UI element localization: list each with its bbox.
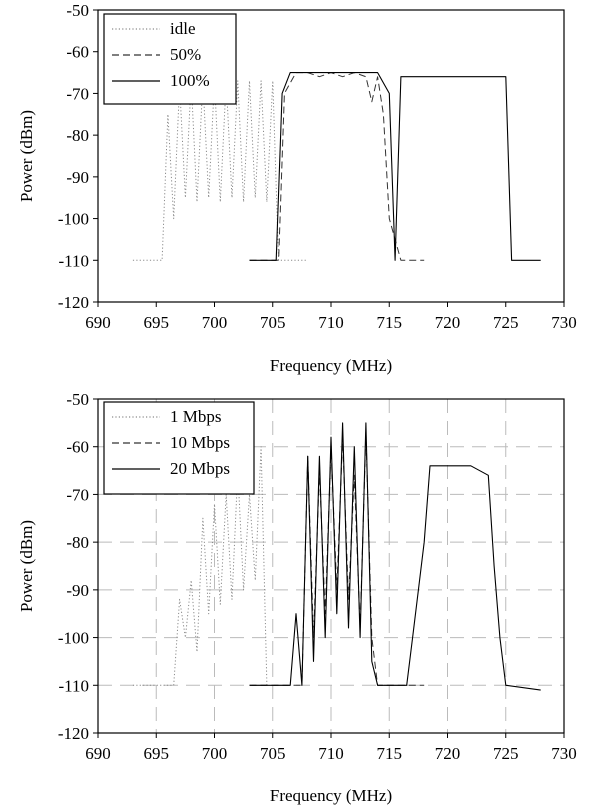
chart-1: 690 695 700 705 710 715 720 725 730 -50 -60 -70 -80 -…	[17, 1, 577, 375]
series-line	[132, 446, 268, 686]
legend-label: 20 Mbps	[170, 459, 230, 478]
x-tick-label: 715	[377, 313, 403, 332]
x-tick-label: 725	[493, 313, 519, 332]
x-tick-label: 700	[202, 313, 228, 332]
x-tick-label: 720	[435, 313, 461, 332]
y-tick-label: -70	[66, 485, 89, 504]
legend-label: 10 Mbps	[170, 433, 230, 452]
y-tick-label: -110	[58, 251, 89, 270]
legend: 1 Mbps 10 Mbps 20 Mbps	[103, 401, 255, 495]
x-tick-label: 730	[551, 313, 577, 332]
series-line	[249, 431, 425, 686]
x-tick-label: 710	[318, 744, 344, 763]
legend-label: 1 Mbps	[170, 407, 221, 426]
x-tick-label: 725	[493, 744, 519, 763]
x-tick-label: 700	[202, 744, 228, 763]
y-tick-label: -120	[58, 724, 89, 743]
x-tick-label: 715	[377, 744, 403, 763]
legend: idle 50% 100%	[103, 13, 237, 105]
y-tick-label: -80	[66, 533, 89, 552]
y-tick-label: -50	[66, 390, 89, 409]
x-tick-label: 695	[144, 744, 170, 763]
y-tick-label: -100	[58, 629, 89, 648]
y-tick-label: -70	[66, 84, 89, 103]
y-tick-label: -110	[58, 676, 89, 695]
chart-2: 690 695 700 705 710 715 720 725 730 -50 -60 -70 -80 -…	[17, 390, 577, 805]
x-tick-label: 690	[85, 744, 111, 763]
y-tick-label: -60	[66, 43, 89, 62]
y-tick-label: -80	[66, 126, 89, 145]
x-tick-label: 705	[260, 744, 286, 763]
y-tick-label: -60	[66, 438, 89, 457]
y-tick-label: -90	[66, 581, 89, 600]
legend-label: idle	[170, 19, 196, 38]
y-tick-label: -100	[58, 210, 89, 229]
legend-label: 50%	[170, 45, 201, 64]
x-tick-label: 730	[551, 744, 577, 763]
x-tick-label: 720	[435, 744, 461, 763]
y-axis-label: Power (dBm)	[17, 520, 36, 612]
legend-label: 100%	[170, 71, 210, 90]
x-axis-label: Frequency (MHz)	[270, 786, 392, 805]
x-tick-label: 710	[318, 313, 344, 332]
x-tick-label: 695	[144, 313, 170, 332]
x-tick-label: 690	[85, 313, 111, 332]
x-tick-label: 705	[260, 313, 286, 332]
x-axis-label: Frequency (MHz)	[270, 356, 392, 375]
y-axis-label: Power (dBm)	[17, 110, 36, 202]
y-tick-label: -50	[66, 1, 89, 20]
series-line	[249, 422, 541, 691]
series-line	[249, 72, 541, 261]
y-tick-label: -120	[58, 293, 89, 312]
y-tick-label: -90	[66, 168, 89, 187]
